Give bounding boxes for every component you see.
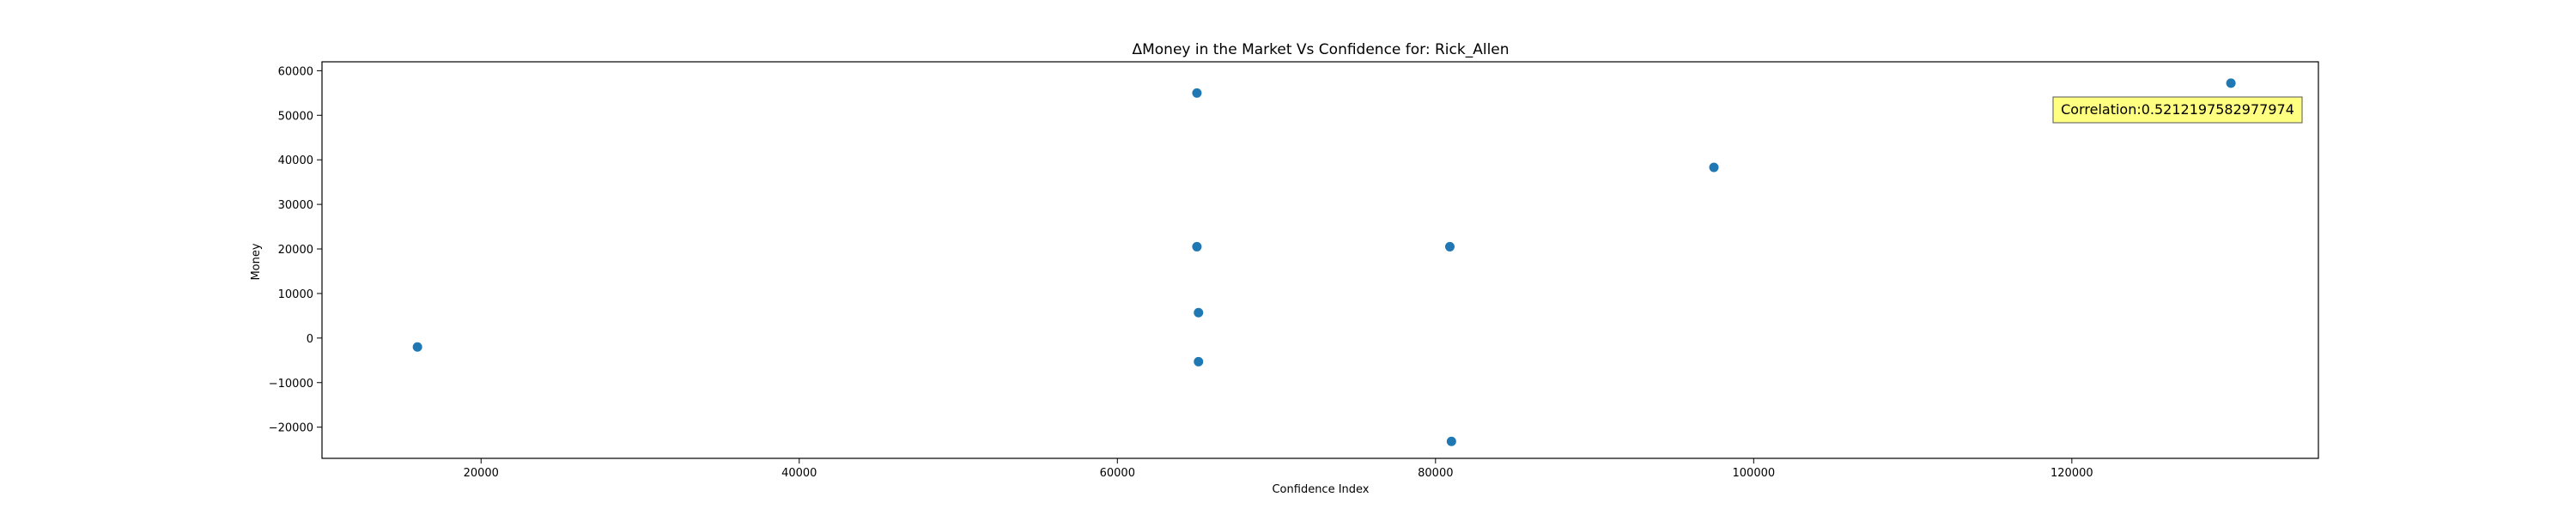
plot-frame <box>321 61 2319 459</box>
x-axis: 20000 40000 60000 80000 100000 120000 <box>464 458 2093 480</box>
scatter-point <box>1192 241 1202 251</box>
scatter-point <box>1446 436 1456 446</box>
scatter-point <box>1192 88 1202 98</box>
data-points <box>412 78 2236 446</box>
x-tick-label: 60000 <box>1100 467 1135 480</box>
scatter-point <box>2226 78 2236 88</box>
scatter-point <box>1194 307 1204 318</box>
y-tick-label: −20000 <box>269 422 313 435</box>
chart-title: ΔMoney in the Market Vs Confidence for: … <box>1132 41 1509 58</box>
annotation-text: Correlation:0.5212197582977974 <box>2061 101 2294 118</box>
y-tick-label: −10000 <box>269 378 313 391</box>
y-tick-label: 10000 <box>278 288 313 301</box>
y-tick-label: 0 <box>307 333 313 346</box>
annotation-box <box>2052 96 2303 124</box>
y-axis: −20000 −10000 0 10000 20000 30000 40000 50000 60… <box>269 65 322 435</box>
y-tick-label: 60000 <box>278 65 313 78</box>
y-tick-label: 40000 <box>278 154 313 167</box>
x-axis-label: Confidence Index <box>1272 483 1369 496</box>
scatter-point <box>412 342 422 352</box>
correlation-annotation: Correlation:0.5212197582977974 <box>2052 96 2303 124</box>
x-tick-label: 120000 <box>2050 467 2093 480</box>
scatter-point <box>1194 356 1204 367</box>
y-tick-label: 30000 <box>278 199 313 212</box>
x-tick-label: 100000 <box>1733 467 1776 480</box>
x-tick-label: 20000 <box>464 467 499 480</box>
scatter-point <box>1709 162 1719 173</box>
y-tick-label: 50000 <box>278 110 313 123</box>
y-tick-label: 20000 <box>278 244 313 257</box>
x-tick-label: 40000 <box>781 467 817 480</box>
y-axis-label: Money <box>250 243 263 280</box>
scatter-point <box>1444 241 1455 251</box>
x-tick-label: 80000 <box>1418 467 1453 480</box>
